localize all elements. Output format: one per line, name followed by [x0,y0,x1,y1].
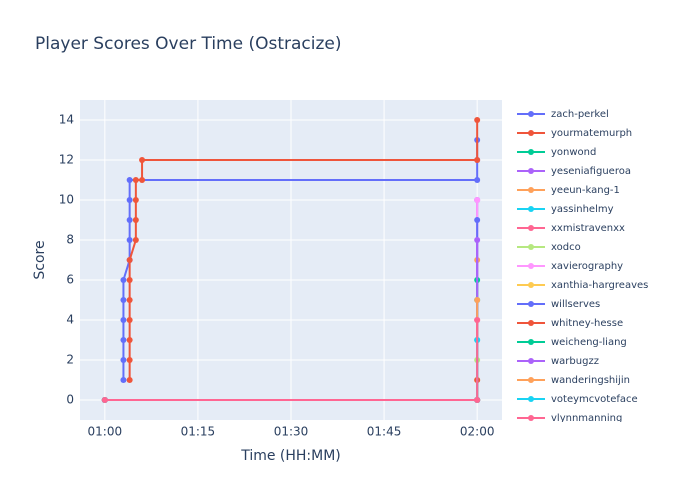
legend-label: whitney-hesse [551,318,623,329]
point [126,317,133,323]
y-tick-label: 6 [66,273,74,287]
point [126,177,133,183]
legend-marker [528,149,534,155]
x-tick-label: 01:15 [181,425,216,439]
x-tick-label: 01:30 [274,425,309,439]
legend-marker [528,339,534,345]
point [132,197,139,203]
legend-label: xanthia-hargreaves [551,280,648,291]
legend-label: warbugzz [551,356,599,367]
point [139,157,146,163]
chart-title: Player Scores Over Time (Ostracize) [35,34,342,54]
point [474,117,481,123]
legend-marker [528,130,534,136]
legend-label: weicheng-liang [551,337,627,348]
legend-label: yassinhelmy [551,204,614,215]
legend-marker [528,263,534,269]
legend-marker [528,168,534,174]
point [474,397,481,403]
y-axis-title: Score [32,240,48,279]
point [139,177,146,183]
x-tick-label: 01:45 [367,425,402,439]
point [474,157,481,163]
point [474,317,481,323]
legend-marker [528,415,534,421]
point [132,177,139,183]
point [126,197,133,203]
point [120,357,127,363]
series-line [122,140,479,380]
point [126,237,133,243]
point [120,337,127,343]
legend-marker [528,358,534,364]
legend-label: xxmistravenxx [551,223,625,234]
legend-label: yonwond [551,147,596,158]
legend-label: wanderingshijin [551,375,630,386]
legend-marker [528,187,534,193]
legend-marker [528,111,534,117]
point [120,277,127,283]
legend-label: xavierography [551,261,623,272]
x-tick-label: 01:00 [88,425,123,439]
point [126,257,133,263]
y-tick-label: 8 [66,233,74,247]
point [126,337,133,343]
legend-marker [528,225,534,231]
point [126,217,133,223]
point [120,317,127,323]
point [474,197,481,203]
legend-marker [528,282,534,288]
point [474,297,481,303]
y-tick-label: 14 [59,113,74,127]
x-tick-label: 02:00 [460,425,495,439]
legend-label: yeeun-kang-1 [551,185,620,196]
legend-label: willserves [551,299,600,310]
legend-marker [528,396,534,402]
y-tick-label: 4 [66,313,74,327]
point [101,397,108,403]
y-tick-label: 2 [66,353,74,367]
y-tick-label: 10 [59,193,74,207]
point [126,357,133,363]
legend-marker [528,377,534,383]
legend-label: voteymcvoteface [551,394,638,405]
legend-marker [528,320,534,326]
point [120,377,127,383]
legend-label: yeseniafigueroa [551,166,631,177]
x-axis-title: Time (HH:MM) [240,448,341,464]
y-tick-label: 12 [59,153,74,167]
point [132,217,139,223]
y-tick-label: 0 [66,393,74,407]
legend-marker [528,244,534,250]
point [126,377,133,383]
legend-label: zach-perkel [551,109,609,120]
legend-label: vlynnmanning [551,413,622,424]
point [126,277,133,283]
point [132,237,139,243]
legend-marker [528,301,534,307]
legend-marker [528,206,534,212]
point [120,297,127,303]
point [474,217,481,223]
legend-label: yourmatemurph [551,128,632,139]
legend-label: xodco [551,242,581,253]
point [474,237,481,243]
point [474,177,481,183]
point [126,297,133,303]
